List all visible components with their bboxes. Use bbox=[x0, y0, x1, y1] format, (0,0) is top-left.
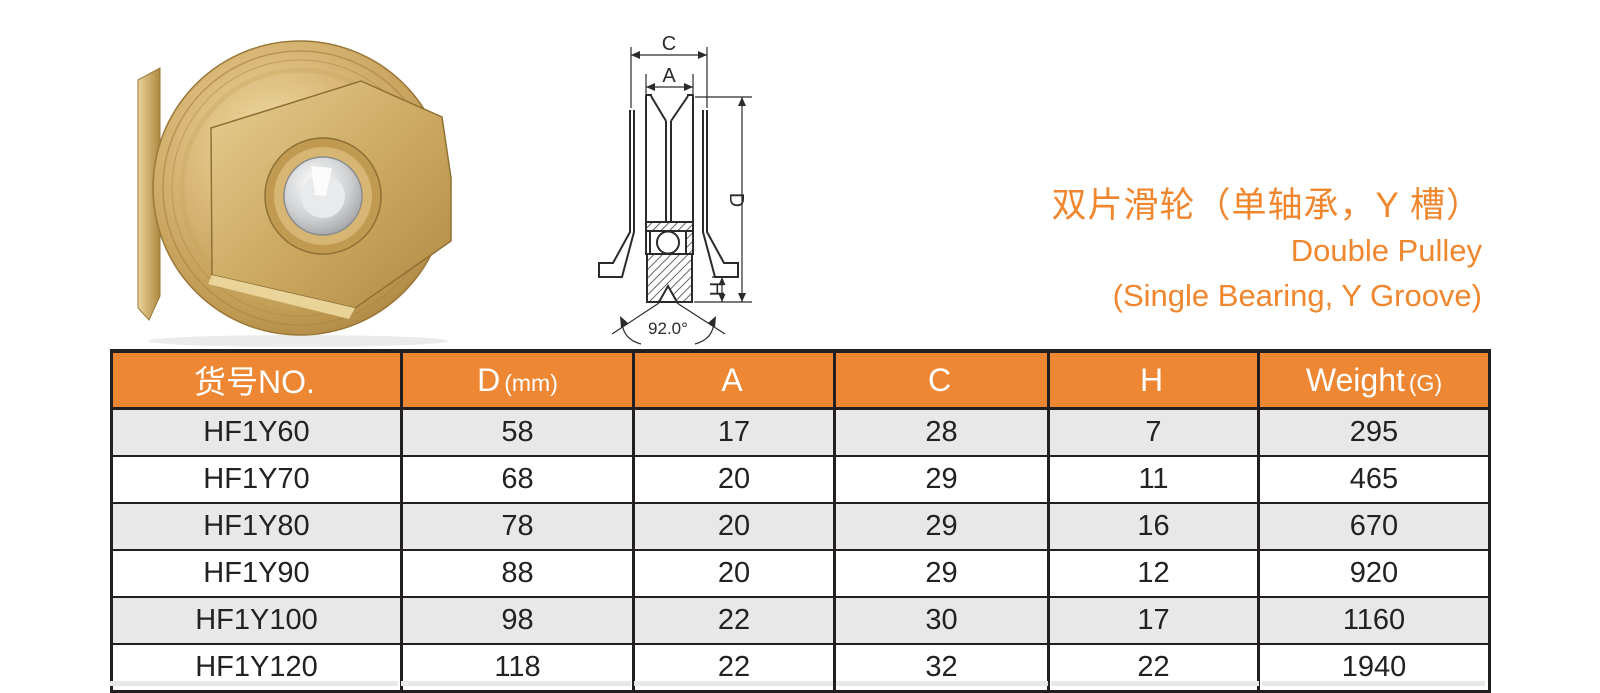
table-cell: 20 bbox=[632, 549, 836, 598]
table-cell: 28 bbox=[833, 407, 1050, 457]
dimension-lines bbox=[611, 47, 752, 345]
table-row: HF1Y60 58 17 28 7 295 bbox=[110, 407, 1491, 457]
table-cell: 22 bbox=[632, 596, 836, 645]
table-cell: 78 bbox=[400, 502, 635, 551]
partial-row-cell bbox=[110, 681, 398, 686]
table-cell: 16 bbox=[1047, 502, 1260, 551]
bearing-inner bbox=[301, 174, 345, 218]
table-cell: HF1Y90 bbox=[110, 549, 403, 598]
table-cell: 29 bbox=[833, 549, 1050, 598]
bracket-side-edge bbox=[137, 67, 161, 321]
table-row: HF1Y100 98 22 30 17 1160 bbox=[110, 596, 1491, 645]
bearing-highlight bbox=[311, 166, 332, 196]
column-header-a: A bbox=[632, 349, 836, 410]
table-cell: 295 bbox=[1257, 407, 1491, 457]
product-title-zh: 双片滑轮（单轴承，Y 槽） bbox=[1051, 186, 1482, 225]
table-cell: 11 bbox=[1047, 455, 1260, 504]
table-cell: 88 bbox=[400, 549, 635, 598]
v-notch bbox=[659, 286, 677, 302]
table-cell: 920 bbox=[1257, 549, 1491, 598]
product-title-block: 双片滑轮（单轴承，Y 槽） Double Pulley (Single Bear… bbox=[1052, 184, 1482, 318]
column-header-d: D (mm) bbox=[400, 349, 635, 410]
table-cell: HF1Y80 bbox=[110, 502, 403, 551]
left-bracket bbox=[598, 110, 635, 278]
column-header-item-no: 货号NO. bbox=[110, 349, 403, 410]
dim-label-a: A bbox=[662, 65, 676, 87]
table-next-row-partial bbox=[110, 681, 1488, 686]
dimension-arrows bbox=[620, 51, 746, 328]
pulley-outline bbox=[598, 94, 739, 303]
table-cell: 17 bbox=[632, 407, 836, 457]
table-row: HF1Y70 68 20 29 11 465 bbox=[110, 455, 1491, 504]
table-cell: 29 bbox=[833, 455, 1050, 504]
table-cell: 20 bbox=[632, 502, 836, 551]
column-header-c: C bbox=[833, 349, 1050, 410]
table-row: HF1Y90 88 20 29 12 920 bbox=[110, 549, 1491, 598]
partial-row-cell bbox=[1051, 681, 1259, 686]
angle-label: 92.0° bbox=[648, 319, 688, 338]
hatch-bearing-side bbox=[686, 231, 693, 254]
dim-label-c: C bbox=[662, 33, 676, 55]
table-cell: 30 bbox=[833, 596, 1050, 645]
partial-row-cell bbox=[836, 681, 1048, 686]
table-cell: 20 bbox=[632, 455, 836, 504]
product-photo bbox=[118, 18, 463, 350]
table-cell: 7 bbox=[1047, 407, 1260, 457]
spec-table: 货号NO. D (mm) A C H Weight (G) HF1Y60 58 17 28… bbox=[110, 349, 1491, 693]
spec-table-body: HF1Y60 58 17 28 7 295 HF1Y70 68 20 29 11 465 HF1Y80 7… bbox=[110, 407, 1491, 693]
table-cell: 465 bbox=[1257, 455, 1491, 504]
table-cell: HF1Y100 bbox=[110, 596, 403, 645]
column-header-weight: Weight (G) bbox=[1257, 349, 1491, 410]
table-cell: 98 bbox=[400, 596, 635, 645]
table-cell: 29 bbox=[833, 502, 1050, 551]
photo-shadow bbox=[148, 335, 448, 347]
dim-label-d: D bbox=[725, 193, 747, 207]
technical-diagram: C A D H 92.0° bbox=[580, 20, 785, 350]
header-row: 货号NO. D (mm) A C H Weight (G) bbox=[110, 349, 1491, 410]
partial-row-cell bbox=[401, 681, 631, 686]
partial-row-cell bbox=[1262, 681, 1485, 686]
column-header-h: H bbox=[1047, 349, 1260, 410]
partial-row-cell bbox=[634, 681, 833, 686]
spec-table-header: 货号NO. D (mm) A C H Weight (G) bbox=[110, 349, 1491, 410]
table-cell: 1160 bbox=[1257, 596, 1491, 645]
product-title-en-1: Double Pulley bbox=[1290, 232, 1482, 268]
table-cell: HF1Y70 bbox=[110, 455, 403, 504]
plate-bottom-fold bbox=[208, 275, 355, 319]
table-cell: 670 bbox=[1257, 502, 1491, 551]
table-cell: 58 bbox=[400, 407, 635, 457]
cross-section-drawing: C A D H 92.0° bbox=[598, 33, 752, 345]
dim-label-h: H bbox=[705, 282, 727, 296]
table-row: HF1Y80 78 20 29 16 670 bbox=[110, 502, 1491, 551]
table-cell: 17 bbox=[1047, 596, 1260, 645]
table-cell: 12 bbox=[1047, 549, 1260, 598]
right-bracket bbox=[702, 110, 739, 278]
table-cell: HF1Y60 bbox=[110, 407, 403, 457]
table-cell: 68 bbox=[400, 455, 635, 504]
hatch-bearing-seat bbox=[646, 222, 693, 231]
product-title-en-2: (Single Bearing, Y Groove) bbox=[1112, 277, 1482, 313]
pulley-photo-illustration bbox=[137, 40, 452, 347]
